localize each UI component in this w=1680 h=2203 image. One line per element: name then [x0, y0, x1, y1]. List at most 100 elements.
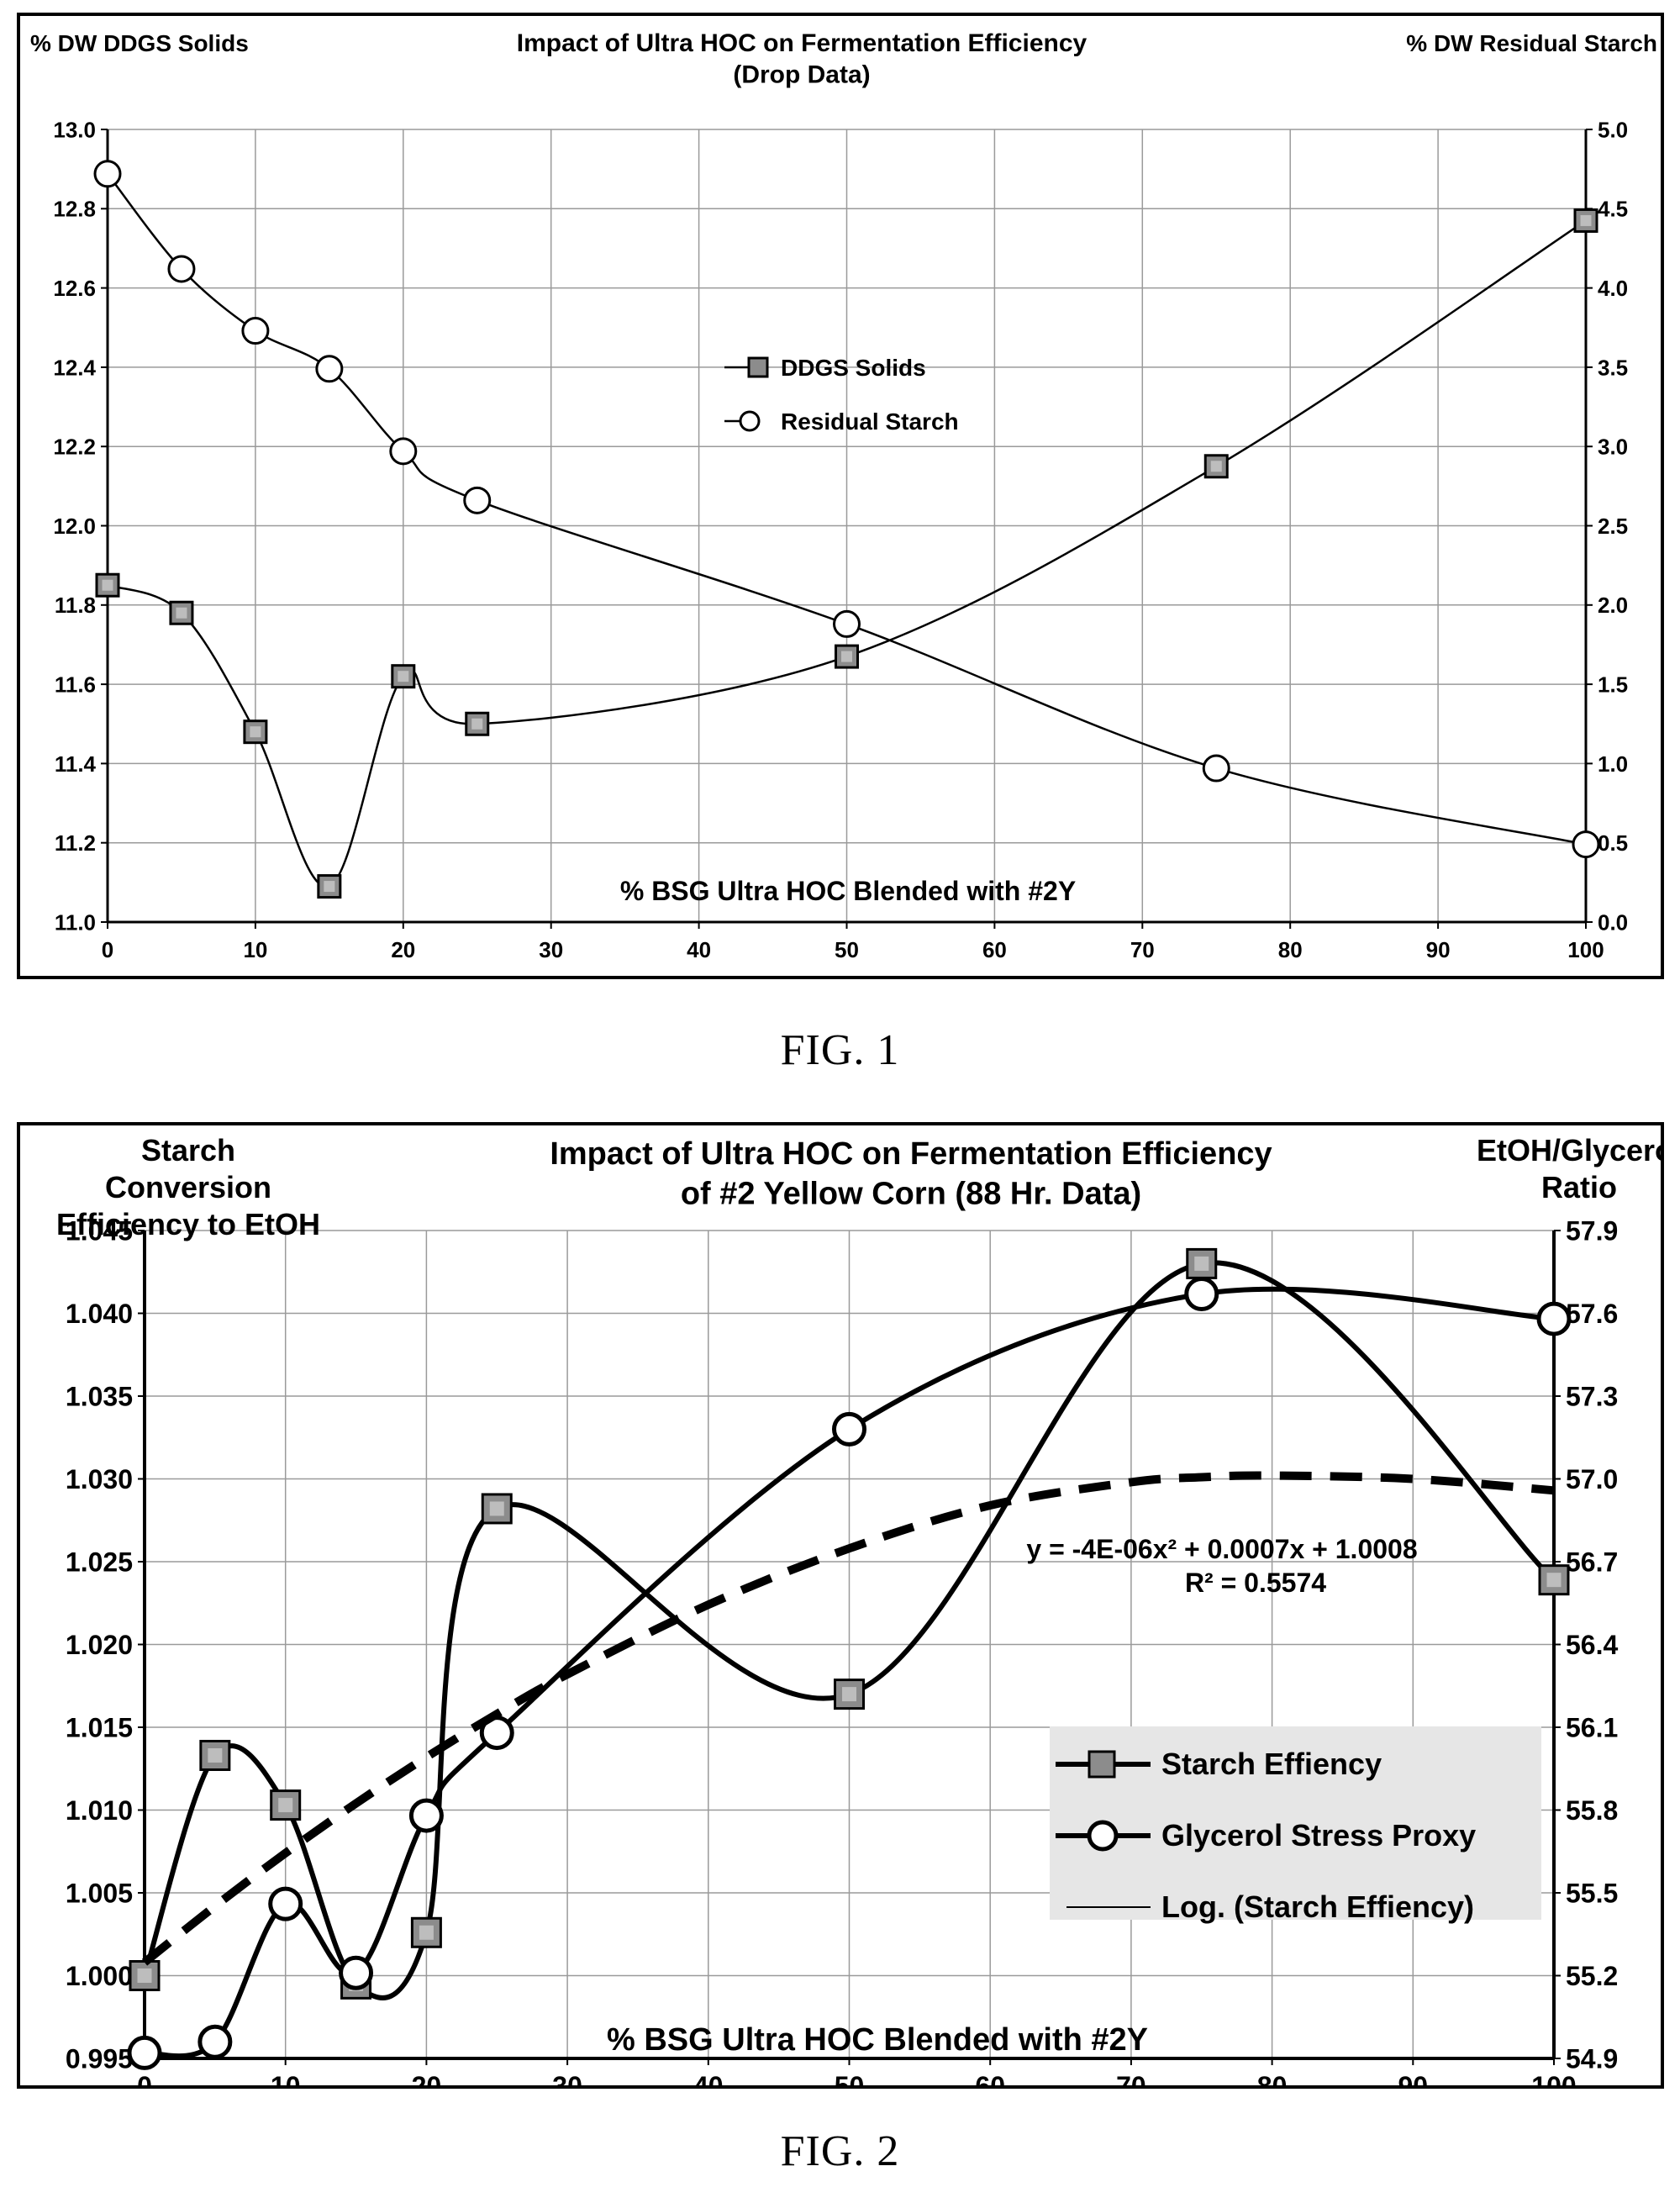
figure-2-caption: FIG. 2 [780, 2127, 900, 2175]
trendline-r2: R² = 0.5574 [1185, 1568, 1326, 1598]
y-tick-label: 1.005 [66, 1879, 133, 1909]
y2-tick-label: 56.1 [1566, 1713, 1618, 1743]
legend-label-log: Log. (Starch Effiency) [1161, 1889, 1474, 1924]
data-point-square-inner [398, 671, 409, 683]
y2-axis-title: EtOH/GlycerolRatio [1477, 1133, 1661, 1204]
x-tick-label: 20 [391, 937, 415, 962]
figure-1-caption: FIG. 1 [780, 1026, 900, 1074]
data-point-square [1203, 454, 1229, 479]
y-tick-label: 11.8 [55, 593, 96, 618]
legend: Starch Effiency Glycerol Stress Proxy Log.… [1050, 1726, 1541, 1924]
x-tick-label: 40 [693, 2071, 724, 2085]
y2-tick-label: 4.5 [1598, 197, 1628, 222]
y2-tick-label: 54.9 [1566, 2044, 1618, 2074]
data-point-square-inner [324, 881, 335, 893]
y-tick-label: 11.0 [55, 909, 96, 935]
chart-title: Impact of Ultra HOC on Fermentation Effi… [550, 1136, 1272, 1172]
x-tick-label: 0 [102, 937, 113, 962]
y-tick-label: 1.020 [66, 1630, 133, 1660]
y-tick-label: 1.045 [66, 1216, 133, 1246]
series-2 [141, 1471, 1555, 1966]
y2-tick-label: 55.2 [1566, 1961, 1618, 1991]
y-tick-label: 1.040 [66, 1299, 133, 1329]
data-point-square-inner [1210, 461, 1222, 472]
y2-axis-title: % DW Residual Starch [1406, 30, 1657, 56]
data-point-square-inner [842, 1687, 856, 1702]
x-axis-title: % BSG Ultra HOC Blended with #2Y [607, 2022, 1148, 2058]
y2-tick-label: 56.4 [1566, 1630, 1618, 1660]
data-point-circle [197, 2024, 233, 2059]
data-point-circle [241, 317, 270, 345]
series-line [144, 1286, 1555, 2059]
trendline-equation: y = -4E-06x² + 0.0007x + 1.0008 [1026, 1534, 1417, 1564]
y2-tick-label: 55.8 [1566, 1795, 1618, 1826]
y-axis-title: Starch Conversion Efficiency to EtOH [56, 1133, 320, 1241]
series-1 [127, 1277, 1572, 2070]
x-tick-label: 0 [137, 2071, 152, 2085]
y-tick-label: 12.0 [53, 514, 96, 539]
legend-label-starch: Starch Effiency [1161, 1747, 1382, 1781]
data-point-square-inner [278, 1798, 293, 1813]
y2-tick-label: 57.9 [1566, 1216, 1618, 1246]
y-axis-title-line: Starch [141, 1133, 235, 1167]
data-point-square-inner [102, 579, 113, 591]
data-point-circle [1202, 754, 1230, 783]
series-0 [95, 208, 1598, 899]
y2-tick-label: 5.0 [1598, 117, 1628, 142]
y2-tick-label: 57.6 [1566, 1299, 1618, 1329]
data-point-square-inner [471, 718, 483, 730]
y-tick-label: 1.025 [66, 1547, 133, 1578]
y-tick-label: 11.6 [55, 672, 96, 697]
data-point-square-inner [841, 651, 852, 662]
y-tick-label: 1.015 [66, 1713, 133, 1743]
x-tick-label: 60 [982, 937, 1007, 962]
y2-tick-label: 57.3 [1566, 1382, 1618, 1412]
data-point-square-inner [208, 1747, 223, 1763]
legend: DDGS Solids Residual Starch [724, 355, 959, 435]
y-tick-label: 13.0 [53, 117, 96, 142]
y2-tick-label: 4.0 [1598, 276, 1628, 301]
figure-1-svg: 0 10 20 30 40 50 60 70 80 90 100 11.0 11.2 11.4 11.6 11… [30, 29, 1657, 962]
y2-tick-label: 2.5 [1598, 514, 1628, 539]
data-point-square-inner [489, 1501, 504, 1516]
y-tick-label: 1.010 [66, 1795, 133, 1826]
y-axis-title-line: Conversion [105, 1170, 271, 1204]
series-line [141, 1471, 1555, 1966]
data-point-square-inner [137, 1968, 152, 1983]
y2-axis-title-line: Ratio [1541, 1170, 1617, 1204]
legend-label-ddgs: DDGS Solids [781, 355, 926, 381]
y-tick-label: 11.2 [55, 830, 96, 856]
y-axis-title: % DW DDGS Solids [30, 30, 249, 56]
x-tick-label: 80 [1278, 937, 1303, 962]
figure-2-svg: 0 10 20 30 40 50 60 70 80 90 100 0.995 1.000 1.005 1.0… [56, 1133, 1661, 2085]
data-point-circle [832, 1411, 866, 1447]
chart-subtitle: of #2 Yellow Corn (88 Hr. Data) [681, 1177, 1141, 1212]
y2-axis-title-line: EtOH/Glycerol [1477, 1133, 1661, 1167]
y-axis-title-line: Efficiency to EtOH [56, 1207, 320, 1241]
y2-tick-label: 0.0 [1598, 909, 1628, 935]
y-tick-label: 1.000 [66, 1961, 133, 1991]
grid-lines [144, 1230, 1555, 2059]
data-point-circle [408, 1798, 444, 1833]
y2-tick-label: 3.0 [1598, 435, 1628, 460]
x-tick-label: 100 [1567, 937, 1604, 962]
data-point-square-inner [1580, 214, 1592, 226]
y-tick-label: 12.8 [53, 197, 96, 222]
series-0 [129, 1247, 1570, 2000]
x-tick-label: 30 [552, 2071, 582, 2085]
data-point-square-inner [176, 607, 187, 619]
chart-subtitle: (Drop Data) [733, 61, 870, 89]
data-point-circle [315, 355, 344, 383]
x-tick-label: 20 [412, 2071, 442, 2085]
x-tick-label: 70 [1130, 937, 1155, 962]
y2-tick-label: 0.5 [1598, 830, 1628, 856]
x-tick-label: 90 [1426, 937, 1451, 962]
data-point-square-inner [419, 1925, 434, 1940]
series-1 [93, 160, 1600, 859]
x-tick-label: 30 [539, 937, 563, 962]
legend-label-glycerol: Glycerol Stress Proxy [1161, 1818, 1476, 1853]
y2-tick-label: 1.5 [1598, 672, 1628, 697]
x-tick-label: 40 [687, 937, 711, 962]
x-tick-label: 50 [835, 2071, 865, 2085]
y2-tick-label: 56.7 [1566, 1547, 1618, 1578]
